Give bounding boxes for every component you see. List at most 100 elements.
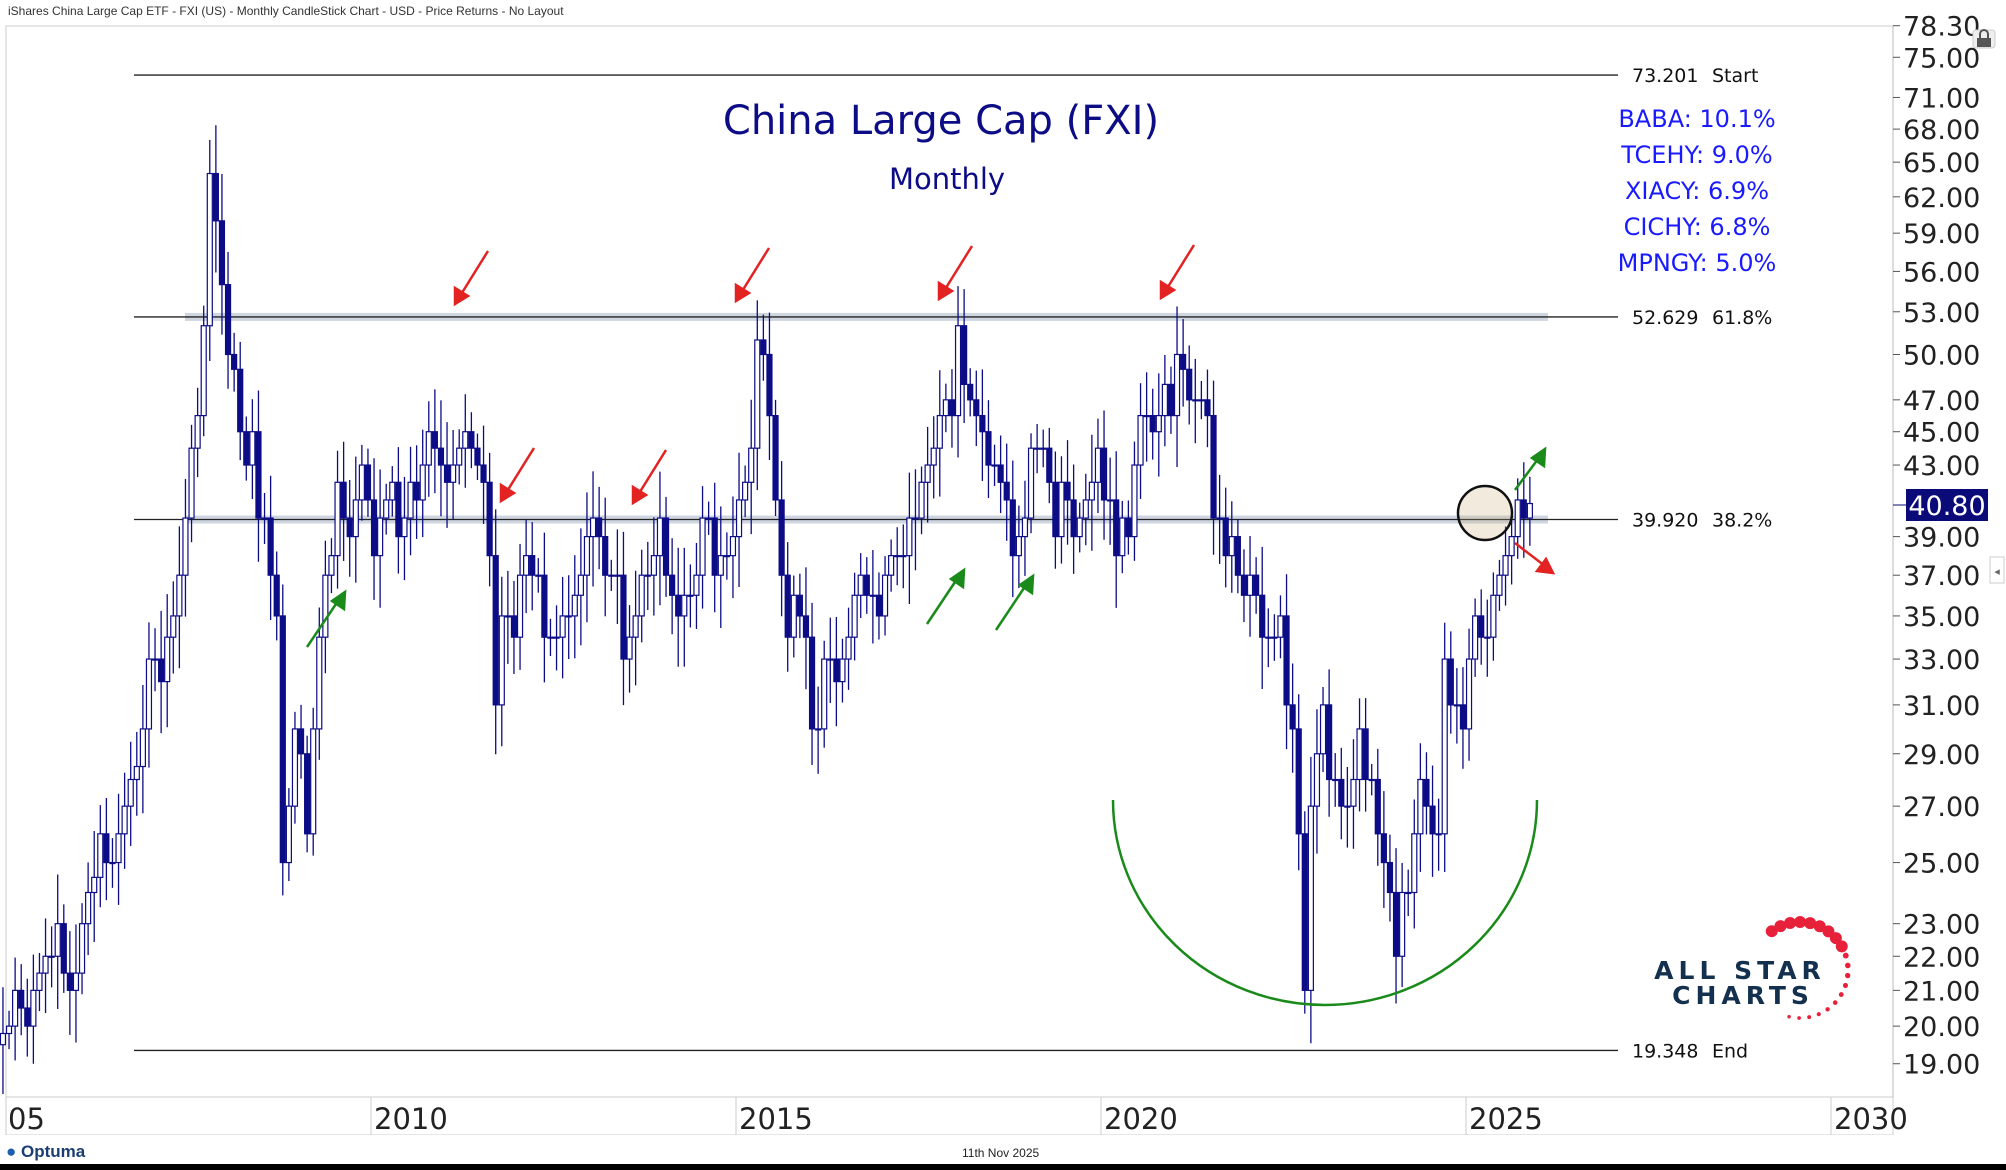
candle-body bbox=[237, 368, 244, 433]
lock-icon[interactable] bbox=[1972, 29, 1996, 49]
green-arrow-up-icon bbox=[994, 584, 1028, 631]
logo-star-icon bbox=[1844, 972, 1851, 979]
candle-body bbox=[991, 464, 998, 467]
candle-body bbox=[1058, 481, 1065, 538]
candle-body bbox=[370, 499, 378, 557]
candle-body bbox=[894, 555, 901, 558]
candle-body bbox=[979, 415, 986, 433]
y-tick-label: 56.00 bbox=[1903, 257, 1980, 288]
candle-body bbox=[200, 325, 207, 417]
candle-body bbox=[766, 353, 773, 417]
candle-body bbox=[158, 658, 165, 683]
x-tick-label: 2015 bbox=[739, 1102, 813, 1136]
candle-body bbox=[121, 805, 128, 835]
y-tick-label: 62.00 bbox=[1903, 183, 1980, 214]
candle-body bbox=[297, 728, 305, 755]
candle-body bbox=[748, 447, 755, 483]
candle-body bbox=[1356, 728, 1363, 781]
candle-body bbox=[115, 833, 122, 864]
candle-body bbox=[1417, 778, 1424, 835]
candle-body bbox=[875, 594, 883, 617]
red-arrow-down-icon bbox=[942, 245, 974, 292]
candle-body bbox=[900, 555, 907, 558]
x-tick-label: 2010 bbox=[374, 1102, 448, 1136]
candle-body bbox=[1052, 481, 1059, 538]
candle-body bbox=[316, 636, 323, 730]
candle-body bbox=[535, 574, 542, 577]
candle-body bbox=[1070, 499, 1077, 538]
level-value: 52.629 bbox=[1632, 307, 1698, 329]
y-tick-label: 65.00 bbox=[1903, 148, 1980, 179]
candle-body bbox=[1447, 658, 1454, 706]
candle-body bbox=[1234, 536, 1241, 576]
candle-body bbox=[24, 1007, 31, 1027]
candle-body bbox=[997, 464, 1004, 483]
y-tick-label: 59.00 bbox=[1903, 219, 1980, 250]
logo-star-icon bbox=[1835, 940, 1848, 953]
candle-body bbox=[827, 658, 834, 661]
candle-body bbox=[1319, 704, 1327, 755]
logo-star-icon bbox=[1842, 952, 1849, 959]
candle-body bbox=[948, 399, 956, 417]
candle-body bbox=[91, 876, 98, 894]
candle-body bbox=[279, 615, 286, 864]
candle-body bbox=[1125, 517, 1132, 538]
candle-body bbox=[729, 536, 737, 557]
collapse-panel-button[interactable]: ◂ bbox=[1989, 556, 2005, 584]
candle-body bbox=[650, 555, 657, 576]
holding-weight: CICHY: 6.8% bbox=[1624, 213, 1771, 241]
candle-body bbox=[614, 574, 621, 577]
candle-body bbox=[450, 464, 457, 483]
candle-body bbox=[12, 989, 19, 1027]
candle-body bbox=[456, 447, 463, 466]
red-arrow-down-icon bbox=[504, 447, 536, 494]
candle-body bbox=[851, 594, 858, 638]
candle-body bbox=[383, 499, 390, 519]
logo-star-icon bbox=[1804, 917, 1817, 930]
candle-body bbox=[1222, 517, 1229, 557]
red-arrowhead bbox=[453, 285, 471, 307]
candle-body bbox=[1149, 415, 1156, 433]
candle-body bbox=[857, 574, 864, 596]
candle-body bbox=[1015, 536, 1022, 557]
red-arrowhead bbox=[734, 282, 752, 304]
candle-body bbox=[443, 464, 451, 483]
logo-star-icon bbox=[1774, 920, 1787, 933]
candle-body bbox=[930, 447, 937, 466]
red-arrowhead bbox=[937, 280, 955, 302]
y-tick-label: 22.00 bbox=[1903, 942, 1980, 973]
y-tick-label: 33.00 bbox=[1903, 645, 1980, 676]
candle-body bbox=[711, 517, 718, 576]
candle-body bbox=[681, 594, 688, 617]
logo-star-icon bbox=[1765, 925, 1778, 938]
candle-body bbox=[699, 517, 706, 576]
candle-body bbox=[523, 555, 530, 576]
candle-body bbox=[85, 891, 92, 925]
candle-body bbox=[322, 574, 329, 638]
candle-body bbox=[1301, 833, 1308, 991]
chart-title: China Large Cap (FXI) bbox=[723, 98, 1159, 144]
candle-body bbox=[644, 574, 651, 577]
candle-body bbox=[1338, 778, 1345, 807]
candle-body bbox=[1423, 778, 1430, 807]
candle-body bbox=[206, 172, 213, 327]
y-tick-label: 50.00 bbox=[1903, 340, 1980, 371]
holding-weight: XIACY: 6.9% bbox=[1625, 177, 1769, 205]
y-tick-label: 47.00 bbox=[1903, 386, 1980, 417]
candle-body bbox=[425, 431, 432, 466]
candle-body bbox=[285, 805, 292, 864]
candle-body bbox=[845, 636, 852, 660]
candle-body bbox=[1119, 517, 1126, 557]
level-label: 38.2% bbox=[1712, 510, 1772, 532]
candle-body bbox=[942, 399, 949, 417]
candle-body bbox=[170, 615, 177, 638]
candle-body bbox=[1405, 891, 1412, 895]
candle-body bbox=[693, 574, 700, 596]
last-price-value: 40.80 bbox=[1908, 491, 1985, 522]
candle-body bbox=[395, 481, 402, 538]
candle-body bbox=[224, 284, 232, 356]
candle-body bbox=[808, 636, 816, 730]
candle-body bbox=[1253, 574, 1260, 596]
logo-star-icon bbox=[1844, 962, 1851, 969]
